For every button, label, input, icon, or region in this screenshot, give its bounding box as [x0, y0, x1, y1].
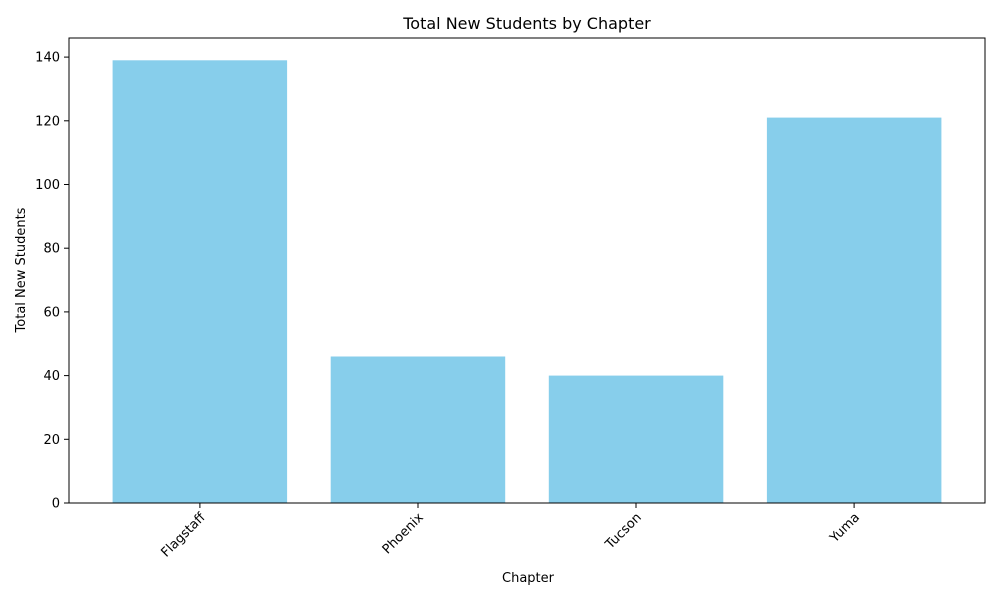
x-tick-label: Tucson	[602, 510, 645, 553]
axes-layer	[68, 37, 986, 504]
y-tick-label: 140	[35, 51, 60, 66]
y-tick-label: 40	[43, 369, 60, 384]
bar-yuma	[766, 117, 942, 503]
y-tick-label: 120	[35, 114, 60, 129]
y-axis-label: Total New Students	[14, 207, 29, 333]
chart-title: Total New Students by Chapter	[402, 14, 651, 33]
x-tick-label: Yuma	[827, 510, 863, 546]
bar-flagstaff	[112, 60, 288, 504]
y-tick-label: 100	[35, 178, 60, 193]
x-tick-label: Flagstaff	[158, 509, 209, 560]
bar-phoenix	[330, 356, 506, 503]
x-ticks: Flagstaff Phoenix Tucson Yuma	[158, 503, 863, 561]
x-tick-label: Phoenix	[380, 510, 427, 557]
y-tick-label: 60	[43, 305, 60, 320]
bar-tucson	[548, 375, 724, 503]
y-tick-label: 80	[43, 242, 60, 257]
y-tick-label: 20	[43, 433, 60, 448]
plot-frame	[68, 37, 986, 504]
y-ticks: 0 20 40 60 80 100 120 140	[35, 51, 69, 512]
y-tick-label: 0	[52, 497, 60, 512]
bars-layer	[112, 60, 942, 504]
x-axis-label: Chapter	[502, 571, 555, 586]
